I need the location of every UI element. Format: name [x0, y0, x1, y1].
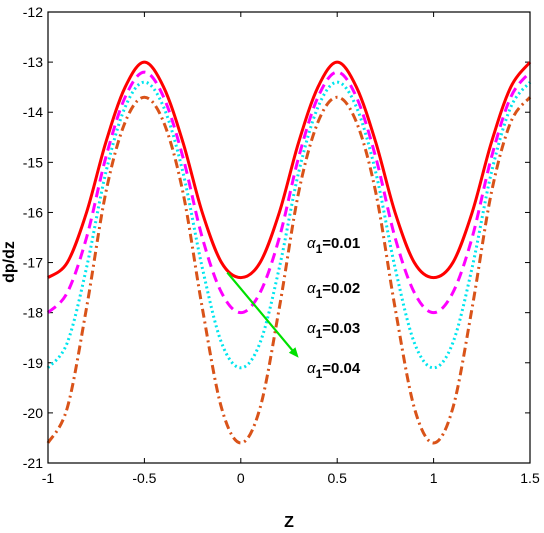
- y-tick-label: -21: [23, 455, 43, 471]
- plot-lines: [46, 60, 532, 445]
- series-line-1: [47, 60, 532, 280]
- y-ticks: -12 -13 -14 -15 -16 -17 -18 -19 -20 -21: [23, 4, 530, 471]
- series-annotation-4: α1=0.04: [307, 360, 361, 381]
- y-tick-label: -14: [23, 104, 43, 120]
- series-annotation-1: α1=0.01: [307, 235, 360, 256]
- y-tick-label: -12: [23, 4, 43, 20]
- y-tick-label: -17: [23, 255, 43, 271]
- x-tick-label: -0.5: [132, 470, 156, 486]
- series-annotation-3: α1=0.03: [307, 320, 360, 341]
- y-tick-label: -15: [23, 154, 43, 170]
- x-ticks: -1 -0.5 0 0.5 1 1.5: [42, 12, 540, 486]
- x-tick-label: 0: [237, 470, 245, 486]
- series-annotation-2: α1=0.02: [307, 280, 360, 301]
- x-tick-label: 1.5: [520, 470, 540, 486]
- y-tick-label: -19: [23, 355, 43, 371]
- series-line-4: [46, 95, 532, 445]
- annotations: α1=0.01 α1=0.02 α1=0.03 α1=0.04: [307, 235, 361, 381]
- x-tick-label: 1: [430, 470, 438, 486]
- x-tick-label: -1: [42, 470, 55, 486]
- series-line-2: [46, 70, 532, 315]
- series-line-3: [46, 80, 532, 370]
- y-tick-label: -13: [23, 54, 43, 70]
- plot-frame: [47, 11, 531, 464]
- y-axis-label: dp/dz: [1, 241, 18, 283]
- arrow: [226, 271, 299, 358]
- arrow-shaft: [226, 271, 296, 354]
- x-axis-label: Z: [284, 514, 294, 531]
- y-tick-label: -16: [23, 204, 43, 220]
- x-tick-label: 0.5: [327, 470, 347, 486]
- y-tick-label: -20: [23, 405, 43, 421]
- arrow-head: [288, 347, 299, 358]
- y-tick-label: -18: [23, 305, 43, 321]
